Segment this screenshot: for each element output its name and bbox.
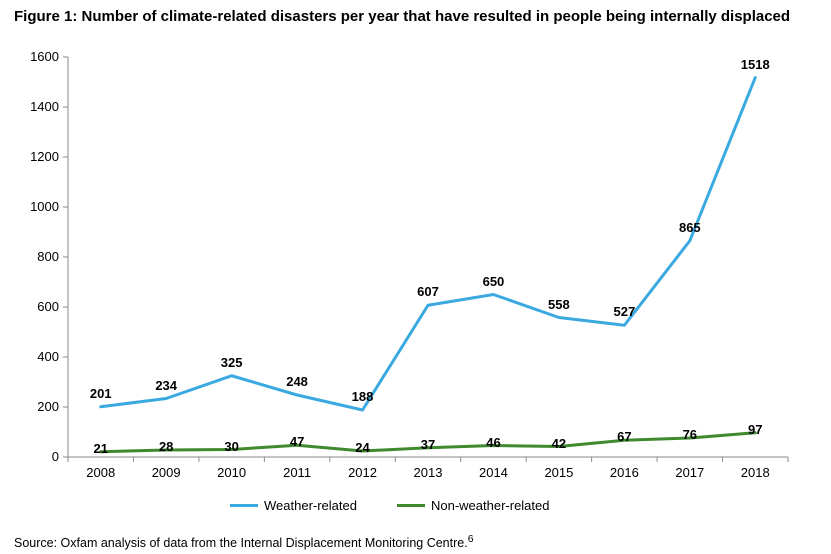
data-label: 865 bbox=[679, 220, 701, 235]
data-label: 325 bbox=[221, 355, 243, 370]
legend-item: Non-weather-related bbox=[397, 498, 550, 513]
y-tick-label: 1200 bbox=[30, 149, 59, 164]
data-label: 76 bbox=[683, 427, 697, 442]
data-label: 46 bbox=[486, 435, 500, 450]
x-tick-label: 2017 bbox=[665, 465, 715, 480]
y-tick-label: 600 bbox=[37, 299, 59, 314]
series-line bbox=[101, 78, 756, 411]
x-tick-label: 2011 bbox=[272, 465, 322, 480]
data-label: 527 bbox=[614, 304, 636, 319]
x-tick-label: 2016 bbox=[599, 465, 649, 480]
data-label: 97 bbox=[748, 422, 762, 437]
legend-label: Weather-related bbox=[264, 498, 357, 513]
data-label: 21 bbox=[93, 441, 107, 456]
data-label: 607 bbox=[417, 284, 439, 299]
data-label: 37 bbox=[421, 437, 435, 452]
data-label: 201 bbox=[90, 386, 112, 401]
y-tick-label: 800 bbox=[37, 249, 59, 264]
y-tick-label: 200 bbox=[37, 399, 59, 414]
chart-title: Figure 1: Number of climate-related disa… bbox=[14, 8, 811, 27]
legend-label: Non-weather-related bbox=[431, 498, 550, 513]
data-label: 234 bbox=[155, 378, 177, 393]
data-label: 30 bbox=[224, 439, 238, 454]
y-tick-label: 1000 bbox=[30, 199, 59, 214]
plot-area bbox=[68, 57, 788, 457]
data-label: 650 bbox=[483, 274, 505, 289]
y-tick-label: 400 bbox=[37, 349, 59, 364]
data-label: 248 bbox=[286, 374, 308, 389]
data-label: 67 bbox=[617, 429, 631, 444]
legend-item: Weather-related bbox=[230, 498, 357, 513]
x-tick-label: 2014 bbox=[468, 465, 518, 480]
x-tick-label: 2008 bbox=[76, 465, 126, 480]
data-label: 42 bbox=[552, 436, 566, 451]
x-tick-label: 2013 bbox=[403, 465, 453, 480]
y-tick-label: 0 bbox=[52, 449, 59, 464]
data-label: 558 bbox=[548, 297, 570, 312]
data-label: 47 bbox=[290, 434, 304, 449]
y-tick-label: 1400 bbox=[30, 99, 59, 114]
x-tick-label: 2009 bbox=[141, 465, 191, 480]
source-text: Source: Oxfam analysis of data from the … bbox=[14, 534, 473, 550]
legend: Weather-related Non-weather-related bbox=[230, 498, 550, 513]
x-tick-label: 2018 bbox=[730, 465, 780, 480]
x-tick-label: 2012 bbox=[338, 465, 388, 480]
legend-swatch bbox=[397, 504, 425, 507]
x-tick-label: 2015 bbox=[534, 465, 584, 480]
data-label: 188 bbox=[352, 389, 374, 404]
legend-swatch bbox=[230, 504, 258, 507]
x-tick-label: 2010 bbox=[207, 465, 257, 480]
data-label: 24 bbox=[355, 440, 369, 455]
y-tick-label: 1600 bbox=[30, 49, 59, 64]
data-label: 1518 bbox=[741, 57, 770, 72]
data-label: 28 bbox=[159, 439, 173, 454]
